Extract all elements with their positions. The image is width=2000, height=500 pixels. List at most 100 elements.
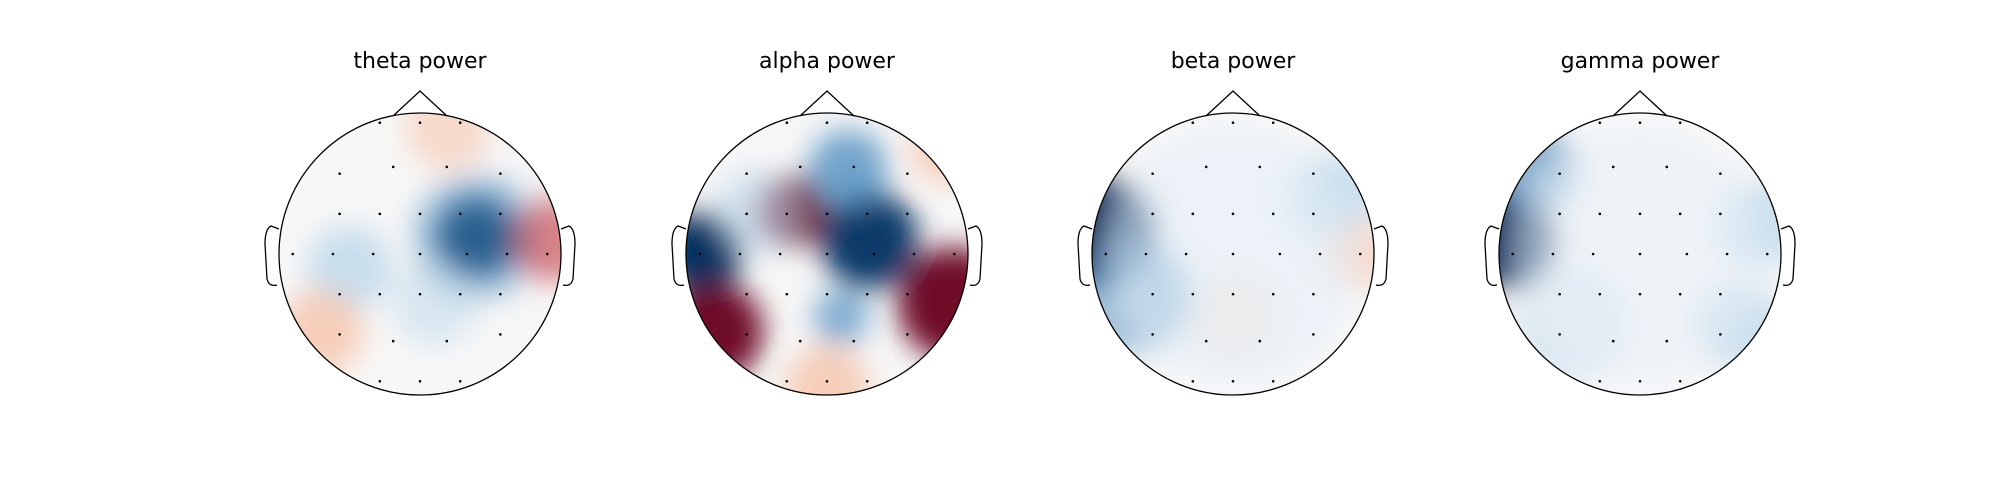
sensor xyxy=(338,333,341,336)
sensor xyxy=(1312,292,1315,296)
sensor xyxy=(1258,339,1262,343)
sensor xyxy=(825,121,829,125)
sensor xyxy=(545,252,549,256)
sensor xyxy=(1258,165,1262,169)
color-field xyxy=(686,113,968,395)
blobs xyxy=(279,113,561,374)
sensor xyxy=(1551,252,1555,256)
sensor xyxy=(1204,339,1208,343)
sensor xyxy=(1558,212,1561,216)
sensor xyxy=(798,339,802,343)
blob xyxy=(819,190,919,290)
sensor xyxy=(1271,121,1275,125)
sensor xyxy=(378,212,382,216)
sensor xyxy=(1719,333,1722,336)
sensor xyxy=(1271,292,1275,296)
sensor xyxy=(1231,292,1235,296)
sensor xyxy=(1638,379,1642,383)
ear-left xyxy=(1077,225,1093,287)
sensor xyxy=(745,292,748,296)
sensor xyxy=(465,252,469,256)
sensor xyxy=(1271,212,1275,216)
sensor xyxy=(1312,172,1315,175)
sensor xyxy=(458,121,462,125)
sensor xyxy=(1191,379,1195,383)
sensor xyxy=(1638,121,1642,125)
sensor xyxy=(1151,333,1154,336)
topomap: theta power xyxy=(264,49,576,396)
sensor xyxy=(499,292,502,296)
sensor xyxy=(906,212,909,216)
sensor xyxy=(1678,212,1682,216)
sensor xyxy=(1231,121,1235,125)
sensor xyxy=(505,252,509,256)
sensor xyxy=(445,165,449,169)
color-field xyxy=(279,113,561,395)
sensor xyxy=(1678,379,1682,383)
blob xyxy=(405,113,491,170)
head xyxy=(1091,112,1375,396)
sensor xyxy=(912,252,916,256)
sensor xyxy=(1104,252,1108,256)
ear-right xyxy=(1780,225,1796,287)
sensor xyxy=(1598,292,1602,296)
sensor xyxy=(1598,212,1602,216)
sensor xyxy=(872,252,876,256)
sensor xyxy=(1598,121,1602,125)
blob xyxy=(307,225,392,311)
nose xyxy=(799,90,855,117)
sensor xyxy=(825,292,829,296)
sensor xyxy=(1558,333,1561,336)
sensor xyxy=(1611,165,1615,169)
blob xyxy=(686,282,764,381)
sensor xyxy=(865,121,869,125)
panel-title: theta power xyxy=(353,49,487,74)
ear-right xyxy=(1373,225,1389,287)
sensor xyxy=(1231,252,1235,256)
sensor xyxy=(1685,252,1689,256)
sensor xyxy=(865,379,869,383)
blob xyxy=(714,169,799,254)
sensor xyxy=(906,172,909,175)
sensor xyxy=(391,339,395,343)
panel-title: gamma power xyxy=(1561,49,1721,74)
sensor xyxy=(418,292,422,296)
topomap: alpha power xyxy=(671,49,983,396)
head xyxy=(1498,112,1782,396)
sensor xyxy=(458,292,462,296)
color-field xyxy=(1092,113,1374,395)
sensor xyxy=(291,252,295,256)
sensor xyxy=(1558,292,1561,296)
sensor xyxy=(1231,212,1235,216)
ear-left xyxy=(264,225,280,287)
nose xyxy=(392,90,448,117)
blob xyxy=(279,289,364,374)
sensor xyxy=(445,339,449,343)
ear-right xyxy=(560,225,576,287)
sensor xyxy=(1271,379,1275,383)
sensor xyxy=(418,379,422,383)
sensor xyxy=(738,252,742,256)
sensor xyxy=(825,252,829,256)
sensor xyxy=(1598,379,1602,383)
blob xyxy=(784,345,870,395)
sensor xyxy=(1184,252,1188,256)
sensor xyxy=(785,212,789,216)
sensor xyxy=(391,165,395,169)
sensor xyxy=(785,292,789,296)
sensor xyxy=(825,212,829,216)
blob xyxy=(911,113,968,184)
sensor xyxy=(1231,379,1235,383)
sensor xyxy=(745,212,748,216)
blob xyxy=(391,261,477,346)
sensor xyxy=(1511,252,1515,256)
sensor xyxy=(378,292,382,296)
sensor xyxy=(338,212,341,216)
sensor xyxy=(1312,212,1315,216)
sensor xyxy=(338,172,341,175)
sensor xyxy=(785,121,789,125)
sensor xyxy=(1151,172,1154,175)
sensor xyxy=(1191,212,1195,216)
sensor xyxy=(1318,252,1322,256)
